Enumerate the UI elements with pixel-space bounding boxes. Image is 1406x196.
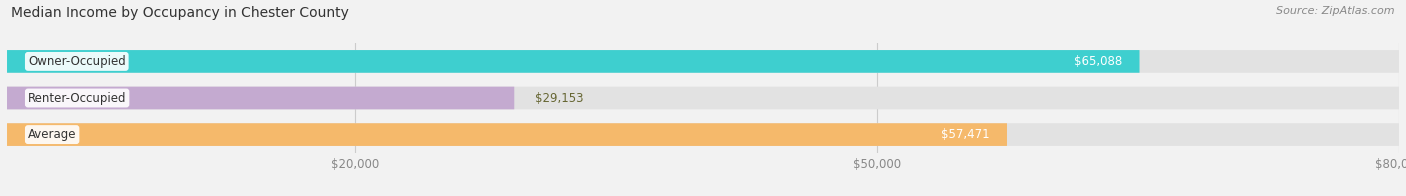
Text: $57,471: $57,471 [941,128,990,141]
FancyBboxPatch shape [7,87,515,109]
FancyBboxPatch shape [7,123,1007,146]
Text: Owner-Occupied: Owner-Occupied [28,55,125,68]
Text: $65,088: $65,088 [1074,55,1122,68]
Text: Median Income by Occupancy in Chester County: Median Income by Occupancy in Chester Co… [11,6,349,20]
Text: Renter-Occupied: Renter-Occupied [28,92,127,104]
FancyBboxPatch shape [7,123,1399,146]
FancyBboxPatch shape [7,50,1399,73]
Text: Average: Average [28,128,76,141]
FancyBboxPatch shape [7,50,1139,73]
FancyBboxPatch shape [7,87,1399,109]
Text: $29,153: $29,153 [536,92,583,104]
Text: Source: ZipAtlas.com: Source: ZipAtlas.com [1277,6,1395,16]
